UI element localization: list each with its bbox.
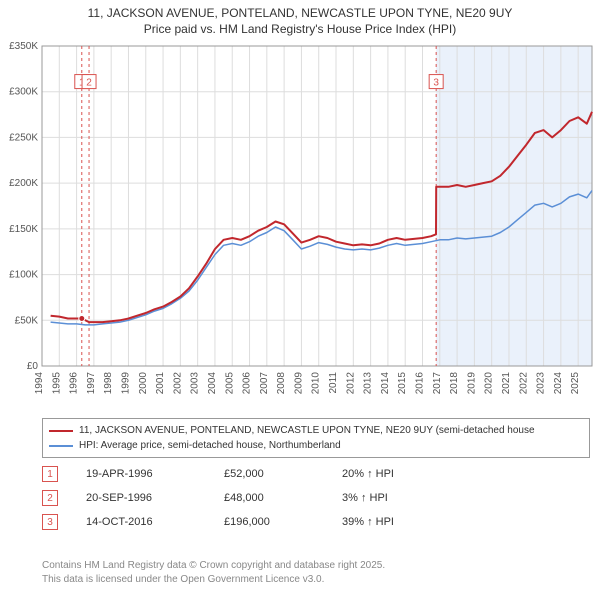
svg-text:2003: 2003 bbox=[190, 372, 201, 395]
legend-label: HPI: Average price, semi-detached house,… bbox=[79, 438, 341, 453]
svg-text:£350K: £350K bbox=[9, 42, 38, 52]
legend-swatch bbox=[49, 445, 73, 447]
attribution-footer: Contains HM Land Registry data © Crown c… bbox=[42, 559, 385, 586]
svg-text:£300K: £300K bbox=[9, 87, 38, 98]
svg-text:2012: 2012 bbox=[345, 372, 356, 395]
svg-text:2001: 2001 bbox=[155, 372, 166, 395]
svg-text:2018: 2018 bbox=[449, 372, 460, 395]
svg-text:2014: 2014 bbox=[380, 372, 391, 395]
svg-text:1994: 1994 bbox=[34, 372, 45, 395]
legend-item-hpi: HPI: Average price, semi-detached house,… bbox=[49, 438, 583, 453]
event-price: £48,000 bbox=[224, 492, 314, 504]
svg-text:2005: 2005 bbox=[224, 372, 235, 395]
svg-text:2011: 2011 bbox=[328, 372, 339, 394]
event-marker-icon: 2 bbox=[42, 490, 58, 506]
svg-text:£250K: £250K bbox=[9, 132, 38, 143]
event-date: 14-OCT-2016 bbox=[86, 516, 196, 528]
svg-text:1998: 1998 bbox=[103, 372, 114, 395]
chart: £0 £50K £100K £150K £200K £250K £300K £350K 1994… bbox=[0, 42, 600, 412]
event-price: £52,000 bbox=[224, 468, 314, 480]
event-marker-icon: 3 bbox=[42, 514, 58, 530]
svg-text:2019: 2019 bbox=[466, 372, 477, 395]
svg-text:2008: 2008 bbox=[276, 372, 287, 395]
svg-text:1999: 1999 bbox=[120, 372, 131, 395]
chart-title-line1: 11, JACKSON AVENUE, PONTELAND, NEWCASTLE… bbox=[0, 0, 600, 22]
svg-text:£200K: £200K bbox=[9, 178, 38, 189]
events-table: 1 19-APR-1996 £52,000 20% ↑ HPI 2 20-SEP… bbox=[42, 462, 590, 534]
svg-text:2009: 2009 bbox=[293, 372, 304, 395]
legend-swatch bbox=[49, 430, 73, 432]
page: 11, JACKSON AVENUE, PONTELAND, NEWCASTLE… bbox=[0, 0, 600, 590]
svg-text:£0: £0 bbox=[27, 361, 39, 372]
svg-text:£100K: £100K bbox=[9, 270, 38, 281]
event-pct: 39% ↑ HPI bbox=[342, 516, 462, 528]
footer-line: This data is licensed under the Open Gov… bbox=[42, 573, 385, 587]
svg-text:2025: 2025 bbox=[570, 372, 581, 395]
svg-text:2007: 2007 bbox=[259, 372, 270, 395]
svg-text:2015: 2015 bbox=[397, 372, 408, 395]
event-row: 2 20-SEP-1996 £48,000 3% ↑ HPI bbox=[42, 486, 590, 510]
svg-text:2: 2 bbox=[86, 78, 92, 89]
legend-label: 11, JACKSON AVENUE, PONTELAND, NEWCASTLE… bbox=[79, 423, 535, 438]
legend: 11, JACKSON AVENUE, PONTELAND, NEWCASTLE… bbox=[42, 418, 590, 458]
svg-text:£50K: £50K bbox=[15, 315, 39, 326]
svg-text:2023: 2023 bbox=[536, 372, 547, 395]
svg-text:2004: 2004 bbox=[207, 372, 218, 395]
svg-text:2000: 2000 bbox=[138, 372, 149, 395]
event-price: £196,000 bbox=[224, 516, 314, 528]
svg-text:£150K: £150K bbox=[9, 224, 38, 235]
event-date: 19-APR-1996 bbox=[86, 468, 196, 480]
event-marker-icon: 1 bbox=[42, 466, 58, 482]
svg-text:1996: 1996 bbox=[69, 372, 80, 395]
svg-text:2002: 2002 bbox=[172, 372, 183, 395]
svg-text:2022: 2022 bbox=[518, 372, 529, 395]
svg-text:2020: 2020 bbox=[484, 372, 495, 395]
svg-text:2010: 2010 bbox=[311, 372, 322, 395]
event-pct: 3% ↑ HPI bbox=[342, 492, 462, 504]
event-row: 3 14-OCT-2016 £196,000 39% ↑ HPI bbox=[42, 510, 590, 534]
legend-item-property: 11, JACKSON AVENUE, PONTELAND, NEWCASTLE… bbox=[49, 423, 583, 438]
svg-text:1995: 1995 bbox=[51, 372, 62, 395]
svg-text:2017: 2017 bbox=[432, 372, 443, 395]
footer-line: Contains HM Land Registry data © Crown c… bbox=[42, 559, 385, 573]
event-pct: 20% ↑ HPI bbox=[342, 468, 462, 480]
svg-text:3: 3 bbox=[433, 78, 439, 89]
svg-text:2021: 2021 bbox=[501, 372, 512, 395]
chart-svg: £0 £50K £100K £150K £200K £250K £300K £350K 1994… bbox=[0, 42, 600, 412]
chart-title-line2: Price paid vs. HM Land Registry's House … bbox=[0, 22, 600, 42]
svg-text:2016: 2016 bbox=[415, 372, 426, 395]
svg-text:2006: 2006 bbox=[242, 372, 253, 395]
svg-text:1997: 1997 bbox=[86, 372, 97, 395]
svg-text:2013: 2013 bbox=[363, 372, 374, 395]
event-row: 1 19-APR-1996 £52,000 20% ↑ HPI bbox=[42, 462, 590, 486]
event-date: 20-SEP-1996 bbox=[86, 492, 196, 504]
svg-text:2024: 2024 bbox=[553, 372, 564, 395]
